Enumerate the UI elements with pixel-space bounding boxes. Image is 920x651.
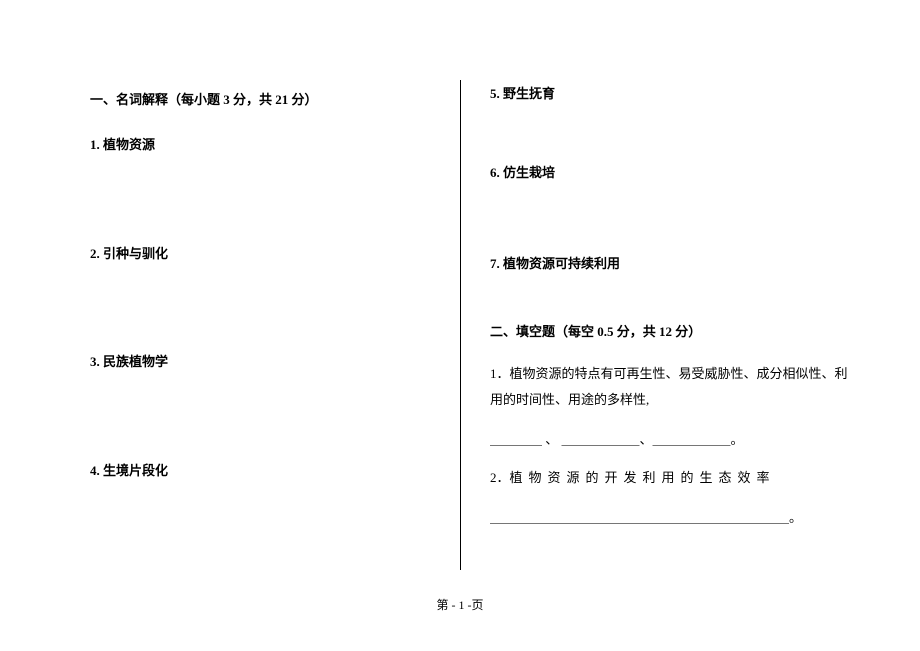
fill-q2-num: 2． [490,470,510,485]
fill-q1-blanks: ＿＿＿＿ 、 ＿＿＿＿＿＿、＿＿＿＿＿＿。 [490,427,850,453]
question-4: 4. 生境片段化 [90,461,410,482]
question-num: 5. [490,86,500,101]
question-1: 1. 植物资源 [90,135,410,156]
right-column: 5. 野生抚育 6. 仿生栽培 7. 植物资源可持续利用 二、填空题（每空 0.… [460,0,920,651]
left-column: 一、名词解释（每小题 3 分，共 21 分） 1. 植物资源 2. 引种与驯化 … [0,0,460,651]
question-num: 1. [90,137,100,152]
page-footer: 第 - 1 -页 [0,596,920,613]
fill-q1-text: 植物资源的特点有可再生性、易受威胁性、成分相似性、利用的时间性、用途的多样性, [490,366,848,407]
fill-question-2: 2．植物资源的开发利用的生态效率 [490,465,850,491]
question-num: 3. [90,354,100,369]
question-5: 5. 野生抚育 [490,84,850,105]
question-num: 6. [490,165,500,180]
fill-q2-blanks: ＿＿＿＿＿＿＿＿＿＿＿＿＿＿＿＿＿＿＿＿＿＿＿。 [490,505,850,531]
question-text: 野生抚育 [503,86,555,101]
fill-q2-text: 植物资源的开发利用的生态效率 [510,470,776,485]
section-two-heading: 二、填空题（每空 0.5 分，共 12 分） [490,322,850,343]
question-text: 植物资源 [103,137,155,152]
question-6: 6. 仿生栽培 [490,163,850,184]
question-text: 仿生栽培 [503,165,555,180]
question-text: 生境片段化 [103,463,168,478]
question-num: 4. [90,463,100,478]
question-num: 2. [90,246,100,261]
fill-q1-num: 1． [490,366,510,381]
question-7: 7. 植物资源可持续利用 [490,254,850,275]
question-num: 7. [490,256,500,271]
question-text: 引种与驯化 [103,246,168,261]
section-one-heading: 一、名词解释（每小题 3 分，共 21 分） [90,90,410,111]
question-2: 2. 引种与驯化 [90,244,410,265]
question-text: 民族植物学 [103,354,168,369]
fill-question-1: 1．植物资源的特点有可再生性、易受威胁性、成分相似性、利用的时间性、用途的多样性… [490,361,850,413]
question-text: 植物资源可持续利用 [503,256,620,271]
question-3: 3. 民族植物学 [90,352,410,373]
